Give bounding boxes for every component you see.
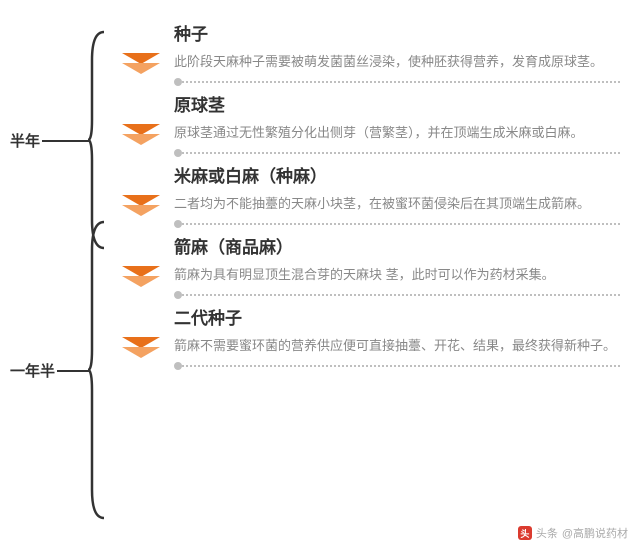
attribution-handle: @高鹏说药材 [562, 525, 628, 541]
chevron-column [120, 91, 162, 156]
chevron-column [120, 20, 162, 85]
stage-description: 箭麻为具有明显顶生混合芽的天麻块 茎，此时可以作为药材采集。 [174, 264, 620, 286]
stage-content: 种子 此阶段天麻种子需要被萌发菌菌丝浸染，使种胚获得营养，发育成原球茎。 [174, 20, 620, 85]
brace-half-year [88, 30, 110, 250]
brace-one-half-year [88, 220, 110, 520]
stage-second-gen-seed: 二代种子 箭麻不需要蜜环菌的营养供应便可直接抽薹、开花、结果，最终获得新种子。 [120, 304, 620, 369]
stage-seed: 种子 此阶段天麻种子需要被萌发菌菌丝浸染，使种胚获得营养，发育成原球茎。 [120, 20, 620, 85]
stage-title: 二代种子 [174, 304, 620, 329]
stage-content: 原球茎 原球茎通过无性繁殖分化出侧芽（营繁茎），并在顶端生成米麻或白麻。 [174, 91, 620, 156]
stages-column: 种子 此阶段天麻种子需要被萌发菌菌丝浸染，使种胚获得营养，发育成原球茎。 原球茎… [120, 20, 620, 507]
chevron-column [120, 304, 162, 369]
divider-dotted [174, 363, 620, 369]
stage-title: 种子 [174, 20, 620, 45]
chevron-down-icon [122, 48, 160, 78]
stage-protocorm: 原球茎 原球茎通过无性繁殖分化出侧芽（营繁茎），并在顶端生成米麻或白麻。 [120, 91, 620, 156]
chevron-down-icon [122, 261, 160, 291]
stage-content: 米麻或白麻（种麻） 二者均为不能抽薹的天麻小块茎，在被蜜环菌侵染后在其顶端生成箭… [174, 162, 620, 227]
stage-content: 箭麻（商品麻） 箭麻为具有明显顶生混合芽的天麻块 茎，此时可以作为药材采集。 [174, 233, 620, 298]
stage-title: 箭麻（商品麻） [174, 233, 620, 258]
stage-mima-baima: 米麻或白麻（种麻） 二者均为不能抽薹的天麻小块茎，在被蜜环菌侵染后在其顶端生成箭… [120, 162, 620, 227]
stage-description: 原球茎通过无性繁殖分化出侧芽（营繁茎），并在顶端生成米麻或白麻。 [174, 122, 620, 144]
chevron-down-icon [122, 119, 160, 149]
chevron-column [120, 162, 162, 227]
period-one-half-year: 一年半 [10, 360, 90, 381]
stage-title: 原球茎 [174, 91, 620, 116]
chevron-down-icon [122, 190, 160, 220]
toutiao-logo-icon: 头 [518, 526, 532, 540]
stage-title: 米麻或白麻（种麻） [174, 162, 620, 187]
stage-description: 箭麻不需要蜜环菌的营养供应便可直接抽薹、开花、结果，最终获得新种子。 [174, 335, 620, 357]
period-label: 一年半 [10, 360, 55, 381]
periods-column: 半年 一年半 [10, 20, 90, 507]
attribution-footer: 头 头条 @高鹏说药材 [518, 525, 628, 541]
divider-dotted [174, 150, 620, 156]
attribution-prefix: 头条 [536, 525, 558, 541]
chevron-column [120, 233, 162, 298]
chevron-down-icon [122, 332, 160, 362]
divider-dotted [174, 79, 620, 85]
stage-description: 二者均为不能抽薹的天麻小块茎，在被蜜环菌侵染后在其顶端生成箭麻。 [174, 193, 620, 215]
period-connector-line [57, 370, 90, 372]
period-half-year: 半年 [10, 130, 90, 151]
diagram-container: 半年 一年半 种子 此阶段天麻种子需要被萌发菌菌丝浸染，使种 [0, 0, 640, 547]
stage-jianma: 箭麻（商品麻） 箭麻为具有明显顶生混合芽的天麻块 茎，此时可以作为药材采集。 [120, 233, 620, 298]
stage-description: 此阶段天麻种子需要被萌发菌菌丝浸染，使种胚获得营养，发育成原球茎。 [174, 51, 620, 73]
period-connector-line [42, 140, 90, 142]
divider-dotted [174, 292, 620, 298]
divider-dotted [174, 221, 620, 227]
stage-content: 二代种子 箭麻不需要蜜环菌的营养供应便可直接抽薹、开花、结果，最终获得新种子。 [174, 304, 620, 369]
period-label: 半年 [10, 130, 40, 151]
